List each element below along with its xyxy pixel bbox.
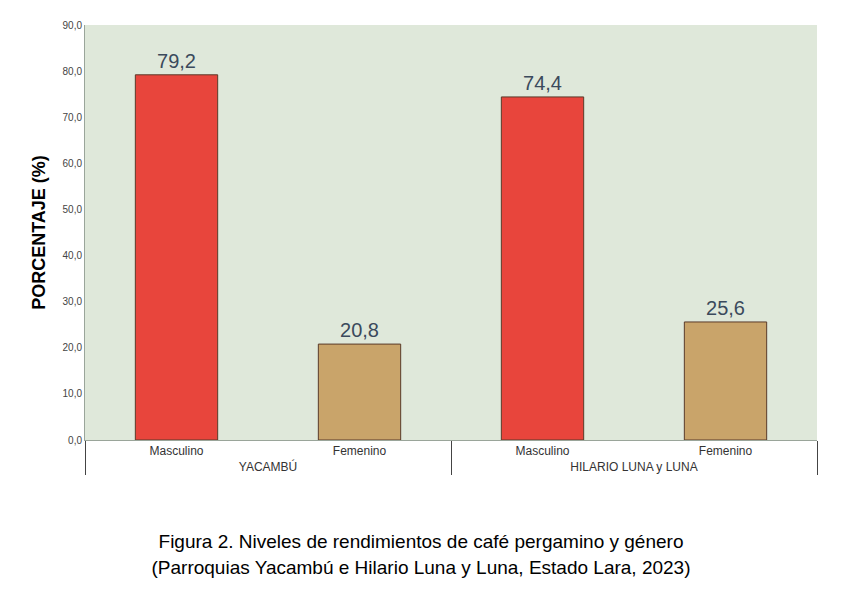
svg-text:79,2: 79,2 — [157, 50, 196, 72]
html-text:Figura 2. Niveles de rendimien: Figura 2. Niveles de rendimientos de caf… — [158, 531, 684, 552]
svg-text:PORCENTAJE (%): PORCENTAJE (%) — [29, 155, 49, 310]
svg-text:50,0: 50,0 — [63, 204, 83, 215]
html-text:(Parroquias Yacambú e Hilario: (Parroquias Yacambú e Hilario Luna y Lun… — [151, 557, 691, 578]
svg-text:YACAMBÚ: YACAMBÚ — [239, 459, 297, 474]
svg-text:80,0: 80,0 — [63, 66, 83, 77]
svg-text:30,0: 30,0 — [63, 296, 83, 307]
svg-text:40,0: 40,0 — [63, 250, 83, 261]
svg-text:Masculino: Masculino — [515, 444, 569, 458]
svg-text:20,8: 20,8 — [340, 319, 379, 341]
svg-text:60,0: 60,0 — [63, 158, 83, 169]
svg-text:Masculino: Masculino — [149, 444, 203, 458]
svg-text:0,0: 0,0 — [68, 435, 82, 446]
svg-text:10,0: 10,0 — [63, 388, 83, 399]
svg-text:Femenino: Femenino — [333, 444, 387, 458]
svg-text:Femenino: Femenino — [699, 444, 753, 458]
svg-text:25,6: 25,6 — [706, 297, 745, 319]
svg-text:90,0: 90,0 — [63, 20, 83, 31]
svg-text:74,4: 74,4 — [523, 72, 562, 94]
svg-text:HILARIO LUNA y LUNA: HILARIO LUNA y LUNA — [570, 460, 697, 474]
svg-text:20,0: 20,0 — [63, 342, 83, 353]
svg-text:70,0: 70,0 — [63, 112, 83, 123]
